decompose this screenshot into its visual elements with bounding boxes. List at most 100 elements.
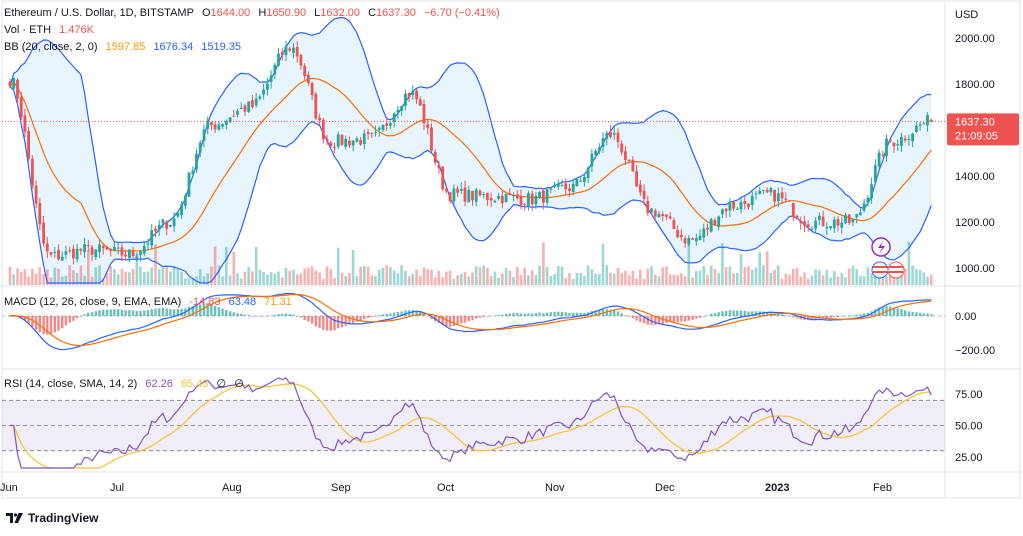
bb-label[interactable]: BB (20, close, 2, 0): [4, 41, 98, 53]
candle-body: [146, 243, 150, 245]
macd-hist-bar: [359, 316, 362, 321]
volume-bar: [512, 277, 515, 285]
volume-bar: [456, 275, 459, 285]
macd-hist-bar: [519, 313, 523, 316]
macd-hist-bar: [553, 311, 556, 316]
candle-body: [538, 192, 541, 198]
candle-body: [762, 189, 765, 191]
candle-body: [210, 122, 213, 126]
candle-body: [929, 119, 933, 122]
price-tick-label: 1400.00: [955, 171, 995, 183]
macd-label[interactable]: MACD (12, 26, close, 9, EMA, EMA): [4, 296, 182, 308]
volume-bar: [124, 271, 127, 285]
volume-bar: [42, 273, 45, 285]
volume-bar: [184, 278, 187, 285]
macd-hist-bar: [109, 309, 112, 316]
candle-body: [228, 117, 232, 123]
candle-body: [650, 208, 653, 213]
volume-bar: [911, 265, 914, 285]
candle-body: [180, 204, 183, 215]
volume-bar: [631, 270, 635, 285]
volume-label[interactable]: Vol · ETH: [4, 24, 52, 36]
volume-bar: [60, 276, 64, 285]
symbol-label[interactable]: Ethereum / U.S. Dollar, 1D, BITSTAMP: [4, 7, 194, 19]
candle-body: [542, 190, 545, 203]
macd-hist-bar: [325, 316, 329, 331]
candle-body: [560, 185, 564, 187]
candle-body: [314, 93, 318, 119]
bb-upper-value: 1676.34: [153, 41, 194, 53]
candle-body: [892, 142, 896, 147]
volume-bar: [430, 269, 433, 285]
macd-hist-bar: [105, 309, 109, 316]
volume-bar: [426, 269, 429, 285]
time-tick-label: Jun: [0, 482, 18, 494]
macd-hist-bar: [113, 309, 116, 316]
candle-body: [258, 96, 262, 99]
tradingview-logo[interactable]: TradingView: [6, 511, 98, 525]
macd-hist-bar: [139, 310, 142, 316]
candle-body: [597, 147, 601, 152]
volume-bar: [16, 268, 19, 285]
volume-bar: [441, 277, 444, 285]
volume-bar: [359, 266, 362, 285]
candle-body: [217, 124, 221, 130]
volume-bar: [307, 267, 310, 285]
volume-bar: [724, 267, 728, 285]
candle-body: [467, 189, 471, 203]
volume-bar: [445, 271, 448, 285]
candle-body: [75, 248, 79, 260]
macd-hist-bar: [609, 309, 612, 316]
macd-hist-bar: [549, 312, 552, 316]
candle-body: [295, 47, 299, 57]
macd-hist-bar: [124, 310, 127, 316]
volume-bar: [247, 266, 250, 285]
macd-value: 63.48: [228, 296, 257, 308]
volume-bar: [903, 268, 907, 285]
candle-body: [243, 105, 247, 112]
macd-hist-bar: [907, 311, 911, 316]
candle-body: [683, 238, 687, 244]
candle-body: [396, 109, 400, 113]
volume-bar: [8, 267, 12, 285]
volume-bar: [527, 275, 530, 285]
candle-body: [694, 237, 698, 242]
candle-body: [426, 124, 430, 128]
volume-bar: [53, 267, 57, 285]
macd-hist-bar: [150, 309, 153, 316]
macd-hist-bar: [314, 316, 317, 327]
price-tick-label: 1200.00: [955, 217, 995, 229]
candle-body: [534, 195, 538, 205]
volume-bar: [277, 271, 280, 285]
candle-body: [612, 133, 616, 135]
volume-bar: [534, 274, 538, 285]
candle-body: [206, 120, 210, 129]
candle-body: [590, 153, 594, 167]
candle-body: [221, 124, 224, 127]
volume-bar: [433, 277, 437, 285]
macd-hist-bar: [821, 316, 825, 319]
volume-bar: [198, 269, 202, 285]
volume-bar: [672, 274, 676, 285]
low-label: L: [314, 7, 321, 19]
candle-body: [706, 227, 709, 230]
candle-body: [135, 256, 139, 258]
macd-hist-bar: [87, 312, 90, 316]
candle-body: [94, 249, 98, 258]
candle-body: [862, 203, 866, 211]
candle-body: [515, 194, 519, 199]
volume-bar: [859, 276, 862, 285]
macd-hist-bar: [687, 316, 690, 321]
candle-body: [463, 187, 467, 202]
candle-body: [213, 124, 217, 130]
candle-body: [251, 100, 254, 108]
bb-upper-line: [9, 16, 932, 244]
candle-body: [202, 129, 206, 141]
volume-bar: [665, 266, 668, 285]
rsi-label[interactable]: RSI (14, close, SMA, 14, 2): [4, 378, 138, 390]
macd-hist-bar: [329, 316, 332, 331]
candle-body: [859, 212, 862, 216]
candle-body: [105, 247, 109, 250]
volume-bar: [135, 253, 139, 285]
candle-body: [64, 251, 68, 255]
